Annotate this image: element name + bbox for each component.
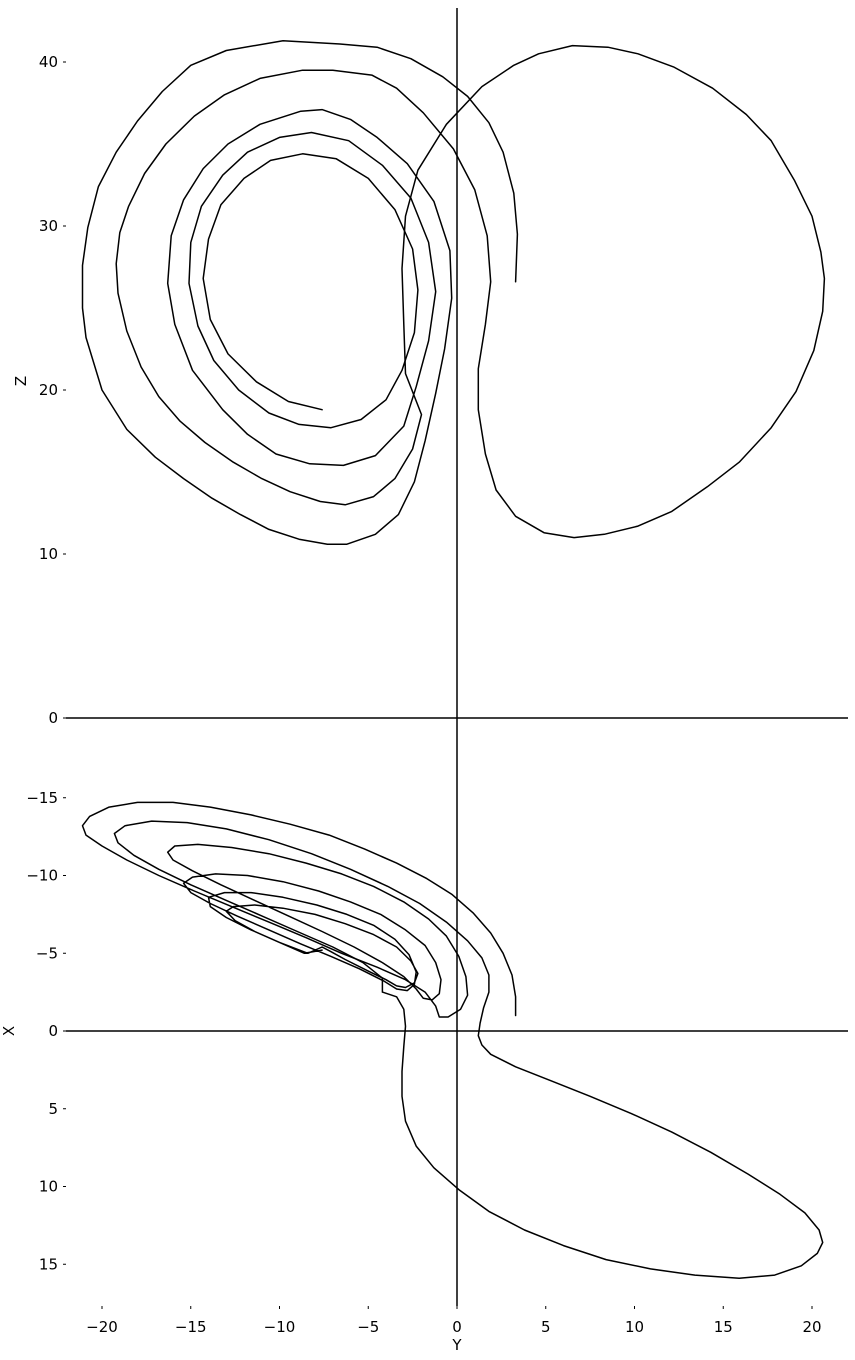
y-tick-label: 5 <box>48 1100 58 1118</box>
x-tick-label: −15 <box>175 1318 207 1336</box>
x-tick-label: 15 <box>714 1318 733 1336</box>
x-tick-label: 0 <box>452 1318 462 1336</box>
x-tick-label: −5 <box>357 1318 379 1336</box>
trajectory-line-left-lobe <box>81 39 519 545</box>
top-panel-y-z: 0 10 20 30 40 Z <box>12 8 848 727</box>
bottom-panel-y-x: −15 −10 −5 0 5 10 15 −20 −15 −10 −5 0 5 10 15 20 X Y <box>0 718 848 1354</box>
trajectory-line-right-lobe <box>115 44 826 539</box>
x-tick-label: 20 <box>802 1318 821 1336</box>
x-tick-label: −20 <box>86 1318 118 1336</box>
x-tick-label: 5 <box>541 1318 551 1336</box>
x-tick-label: −10 <box>264 1318 296 1336</box>
trajectory-line-left-lobe <box>81 801 517 1018</box>
x-axis-label: Y <box>451 1336 462 1354</box>
y-tick-label: −10 <box>26 867 58 885</box>
y-tick-label: 0 <box>48 1022 58 1040</box>
x-tick-label: 10 <box>625 1318 644 1336</box>
y-tick-label: 15 <box>39 1255 58 1273</box>
y-tick-label: 20 <box>39 381 58 399</box>
y-tick-label: 10 <box>39 545 58 563</box>
y-tick-label: 40 <box>39 53 58 71</box>
trajectory-line-right-lobe <box>113 820 824 1279</box>
y-tick-label: 30 <box>39 217 58 235</box>
y-tick-label: −15 <box>26 789 58 807</box>
y-axis-label: X <box>0 1026 18 1036</box>
y-tick-label: 0 <box>48 709 58 727</box>
y-axis-label: Z <box>12 376 30 386</box>
y-tick-label: 10 <box>39 1178 58 1196</box>
y-tick-label: −5 <box>36 944 58 962</box>
